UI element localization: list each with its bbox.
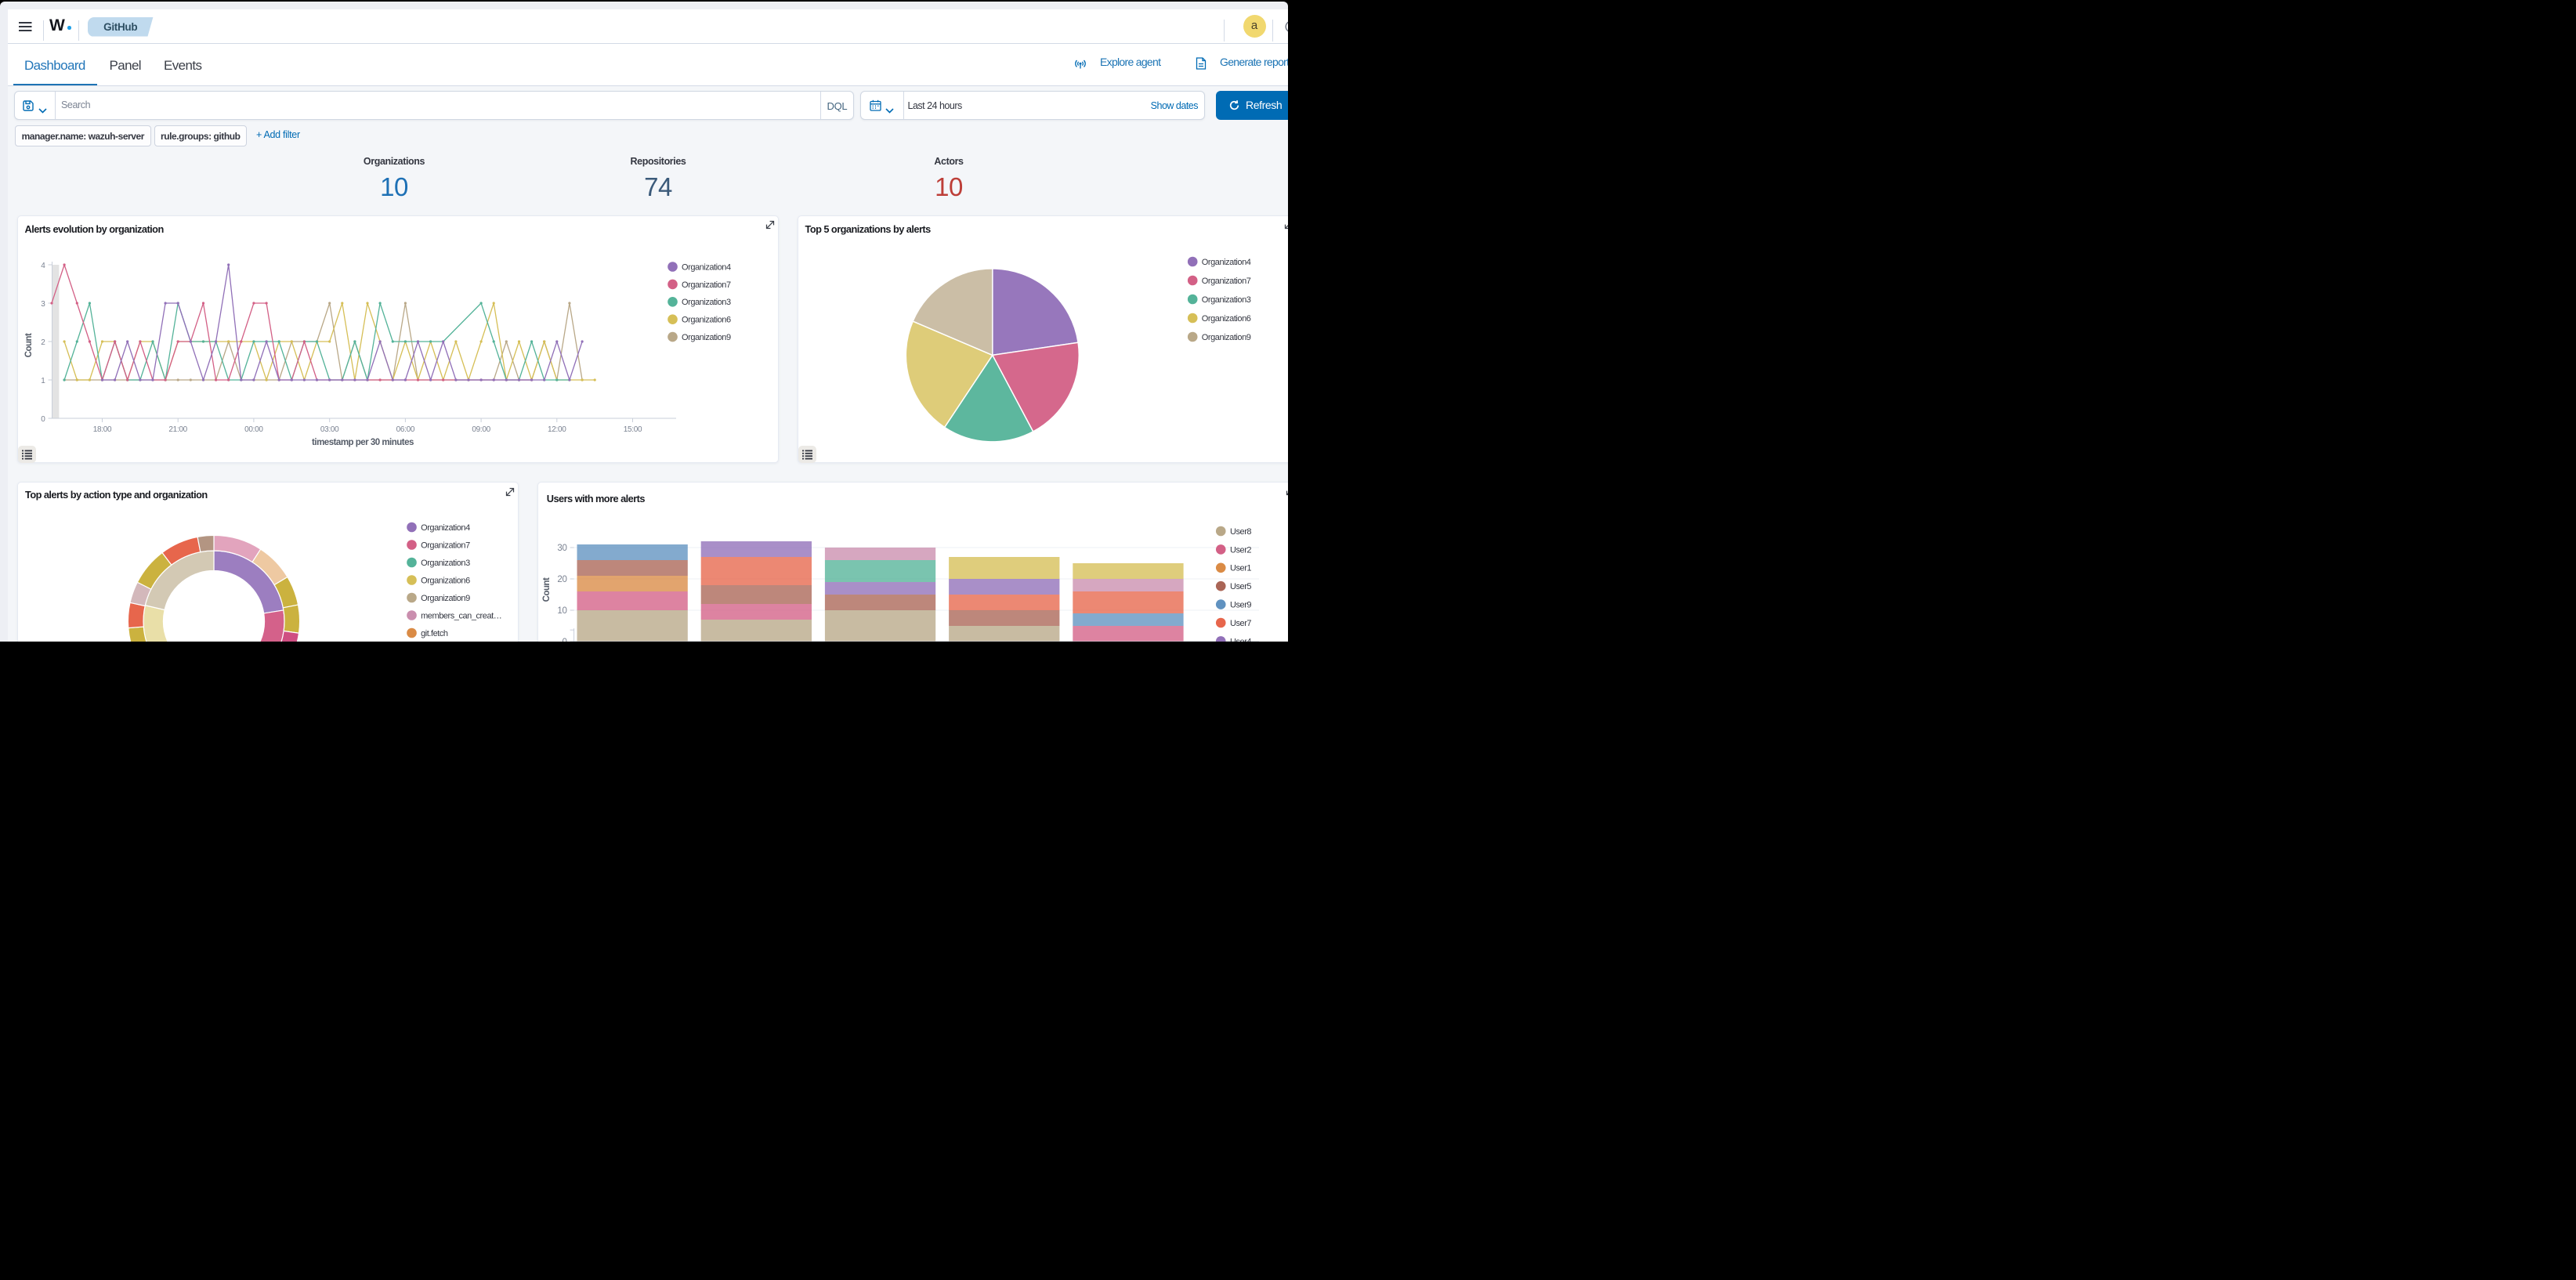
svg-text:User7: User7 <box>1230 618 1251 627</box>
svg-text:User1: User1 <box>1230 563 1251 573</box>
svg-text:Organization3: Organization3 <box>1201 295 1250 304</box>
svg-text:Organization4: Organization4 <box>1201 257 1250 266</box>
svg-text:Organization4: Organization4 <box>682 262 731 272</box>
svg-text:Count: Count <box>542 577 552 601</box>
svg-text:User9: User9 <box>1230 600 1251 609</box>
svg-text:06:00: 06:00 <box>396 425 414 434</box>
svg-text:18:00: 18:00 <box>92 425 111 434</box>
svg-text:30: 30 <box>557 544 566 553</box>
svg-text:User2: User2 <box>1230 545 1251 555</box>
svg-text:2: 2 <box>41 338 45 347</box>
svg-text:User5: User5 <box>1230 582 1251 591</box>
svg-text:Organization7: Organization7 <box>421 541 470 550</box>
svg-text:Organization9: Organization9 <box>1201 332 1250 342</box>
svg-text:Organization3: Organization3 <box>421 558 470 567</box>
svg-text:timestamp per 30 minutes: timestamp per 30 minutes <box>312 438 414 447</box>
svg-text:Organization6: Organization6 <box>1201 313 1250 323</box>
svg-text:Organization6: Organization6 <box>682 315 731 324</box>
svg-text:Organization9: Organization9 <box>421 593 470 602</box>
svg-text:4: 4 <box>41 262 45 270</box>
svg-text:Organization9: Organization9 <box>682 333 731 342</box>
svg-text:03:00: 03:00 <box>320 425 338 434</box>
svg-text:Count: Count <box>24 332 34 356</box>
svg-text:12:00: 12:00 <box>548 425 566 434</box>
svg-text:Organization4: Organization4 <box>421 522 470 532</box>
svg-text:User8: User8 <box>1230 526 1251 536</box>
svg-text:15:00: 15:00 <box>623 425 642 434</box>
svg-text:10: 10 <box>557 606 566 616</box>
svg-text:git.fetch: git.fetch <box>421 628 448 638</box>
svg-text:1: 1 <box>41 377 45 385</box>
svg-text:Organization7: Organization7 <box>682 280 731 289</box>
svg-text:0: 0 <box>41 415 45 424</box>
svg-text:User4: User4 <box>1230 637 1251 642</box>
svg-text:Organization6: Organization6 <box>421 576 470 585</box>
svg-text:3: 3 <box>41 300 45 309</box>
svg-text:00:00: 00:00 <box>244 425 263 434</box>
svg-text:members_can_creat…: members_can_creat… <box>421 611 501 620</box>
svg-text:Organization7: Organization7 <box>1201 276 1250 285</box>
svg-text:21:00: 21:00 <box>168 425 187 434</box>
svg-text:0: 0 <box>562 638 566 642</box>
svg-text:20: 20 <box>557 575 566 584</box>
svg-text:09:00: 09:00 <box>472 425 490 434</box>
svg-text:Organization3: Organization3 <box>682 298 731 307</box>
